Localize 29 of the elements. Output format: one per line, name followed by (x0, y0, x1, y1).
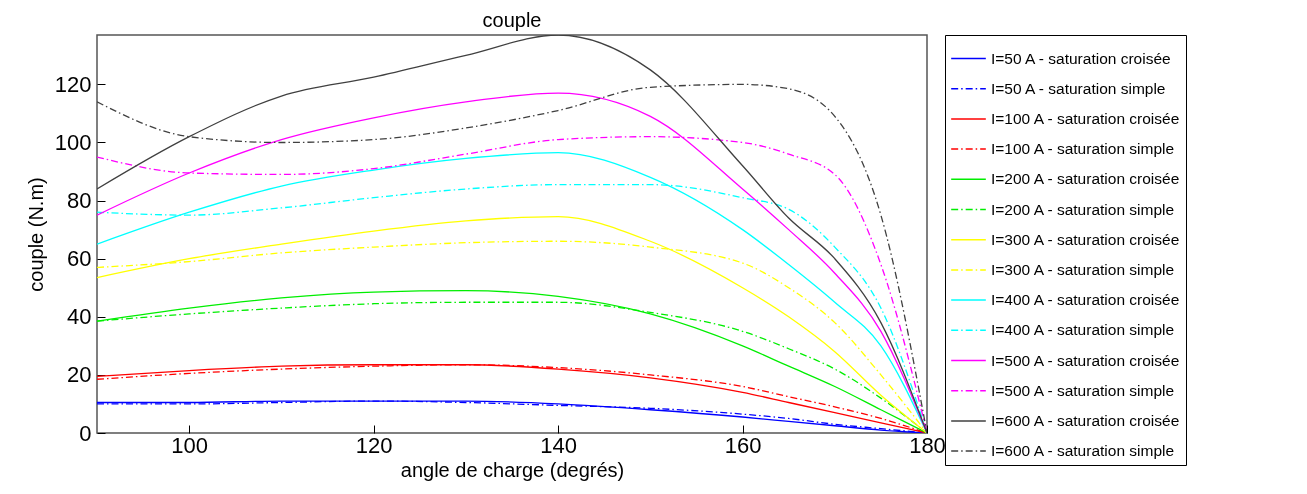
y-tick-label: 20 (67, 362, 92, 388)
y-axis-title: couple (N.m) (24, 177, 47, 292)
y-tick-label: 100 (54, 129, 92, 155)
x-axis-title: angle de charge (degrés) (400, 458, 625, 481)
legend-label: I=400 A - saturation croisée (991, 291, 1180, 309)
legend-label: I=400 A - saturation simple (991, 321, 1175, 339)
legend-label: I=500 A - saturation croisée (991, 351, 1180, 369)
legend-label: I=200 A - saturation simple (991, 200, 1175, 218)
x-tick-label: 100 (171, 432, 209, 458)
x-tick-label: 120 (355, 432, 393, 458)
y-tick-label: 60 (67, 246, 92, 272)
y-tick-label: 120 (54, 71, 92, 97)
y-tick-label: 80 (67, 188, 92, 214)
y-tick-label: 40 (67, 304, 92, 330)
y-tick-label: 0 (79, 420, 92, 446)
legend-label: I=200 A - saturation croisée (991, 170, 1180, 188)
chart-title: couple (482, 8, 542, 31)
legend-label: I=50 A - saturation croisée (991, 49, 1171, 67)
legend-label: I=300 A - saturation simple (991, 260, 1175, 278)
legend-label: I=50 A - saturation simple (991, 79, 1166, 97)
x-tick-label: 180 (909, 432, 946, 458)
legend-label: I=100 A - saturation croisée (991, 109, 1180, 127)
legend-label: I=600 A - saturation simple (991, 442, 1175, 460)
legend-label: I=300 A - saturation croisée (991, 230, 1180, 248)
x-tick-label: 140 (540, 432, 577, 458)
x-tick-label: 160 (724, 432, 762, 458)
legend-label: I=500 A - saturation simple (991, 381, 1175, 399)
legend-label: I=600 A - saturation croisée (991, 411, 1180, 429)
legend-label: I=100 A - saturation simple (991, 140, 1175, 158)
